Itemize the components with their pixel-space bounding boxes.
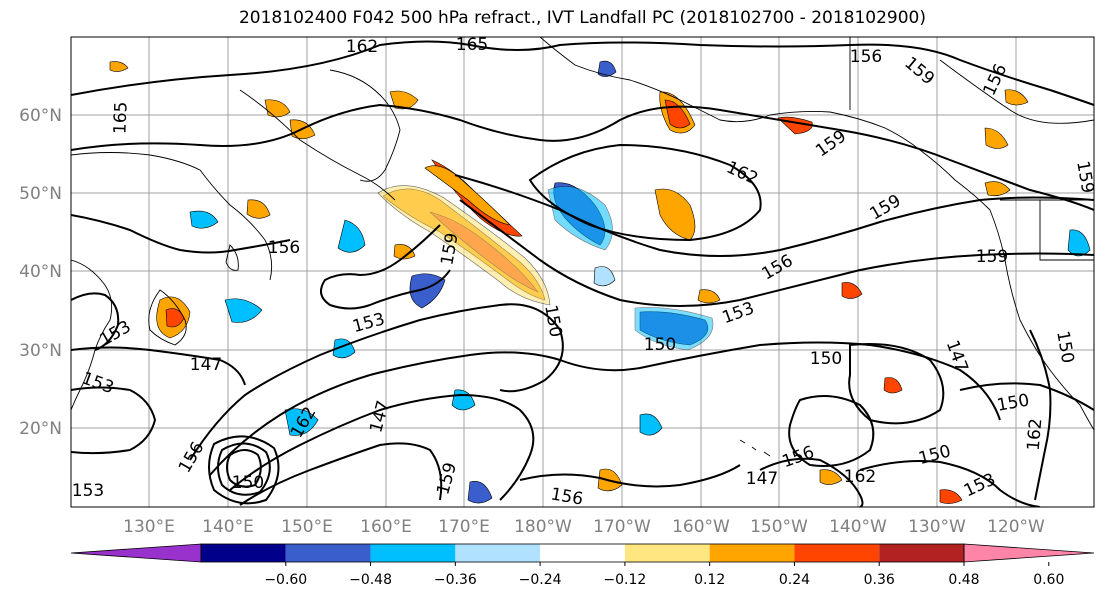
latitude-labels: 60°N 50°N 40°N 30°N 20°N: [19, 106, 62, 439]
map-frame-background: [71, 37, 1094, 507]
colorbar-segment: [455, 544, 541, 562]
colorbar-tick-label: 0.48: [948, 572, 979, 588]
contour-label: 147: [190, 355, 222, 375]
longitude-label: 150°E: [281, 517, 333, 537]
latitude-label: 60°N: [19, 106, 62, 126]
longitude-label: 170°E: [438, 517, 490, 537]
longitude-label: 130°E: [123, 517, 175, 537]
contour-label: 162: [844, 467, 876, 487]
colorbar-segment: [70, 543, 202, 563]
colorbar-segment: [794, 544, 880, 562]
contour-label: 147: [746, 469, 778, 489]
colorbar-tick-label: −0.48: [349, 572, 392, 588]
longitude-label: 180°W: [514, 517, 572, 537]
colorbar-tick-label: −0.24: [519, 572, 562, 588]
colorbar-segment: [285, 544, 371, 562]
longitude-label: 130°W: [908, 517, 966, 537]
longitude-label: 150°W: [750, 517, 808, 537]
height-contours: [71, 40, 1094, 507]
refractivity-anomaly-fill: [109, 60, 1091, 504]
colorbar-tick-label: 0.60: [1033, 572, 1064, 588]
colorbar-tick-label: 0.36: [864, 572, 895, 588]
contour-label: 159: [1072, 159, 1097, 194]
latitude-label: 50°N: [19, 184, 62, 204]
graticule: [71, 37, 1094, 507]
colorbar: −0.60 −0.48 −0.36 −0.24 −0.12 0.12 0.24 0.36 0.4…: [70, 543, 1095, 588]
longitude-labels: 130°E 140°E 150°E 160°E 170°E 180°W 170°…: [123, 517, 1045, 537]
contour-label: 156: [268, 238, 300, 258]
longitude-label: 140°W: [829, 517, 887, 537]
contour-label: 156: [850, 47, 882, 67]
contour-label: 150: [810, 349, 842, 369]
colorbar-segment: [624, 544, 710, 562]
contour-label: 162: [346, 37, 378, 57]
longitude-label: 160°E: [360, 517, 412, 537]
colorbar-tick-label: 0.24: [779, 572, 810, 588]
colorbar-tick-label: −0.36: [434, 572, 477, 588]
longitude-label: 160°W: [672, 517, 730, 537]
contour-label: 153: [72, 481, 104, 501]
colorbar-tick-label: 0.12: [694, 572, 725, 588]
colorbar-segment: [540, 544, 625, 562]
contour-label: 150: [644, 335, 676, 355]
map-title: 2018102400 F042 500 hPa refract., IVT La…: [238, 8, 926, 28]
contour-label: 162: [1024, 418, 1047, 452]
longitude-label: 140°E: [202, 517, 254, 537]
map-frame: [70, 36, 1095, 508]
colorbar-outline: [200, 543, 965, 563]
colorbar-tick-label: −0.60: [264, 572, 307, 588]
colorbar-segment: [963, 543, 1095, 563]
contour-label: 150: [232, 473, 264, 493]
colorbar-segment: [370, 544, 456, 562]
colorbar-tick-label: −0.12: [603, 572, 646, 588]
colorbar-segment: [879, 544, 964, 562]
contour-label: 159: [976, 247, 1008, 267]
colorbar-segment: [201, 544, 286, 562]
coastlines: [71, 37, 1094, 457]
contour-label: 165: [456, 35, 488, 55]
longitude-label: 170°W: [593, 517, 651, 537]
longitude-label: 120°W: [987, 517, 1045, 537]
latitude-label: 40°N: [19, 262, 62, 282]
contour-label: 165: [110, 101, 131, 134]
latitude-label: 20°N: [19, 419, 62, 439]
colorbar-segment: [709, 544, 795, 562]
contour-label: 156: [549, 484, 584, 509]
latitude-label: 30°N: [19, 341, 62, 361]
